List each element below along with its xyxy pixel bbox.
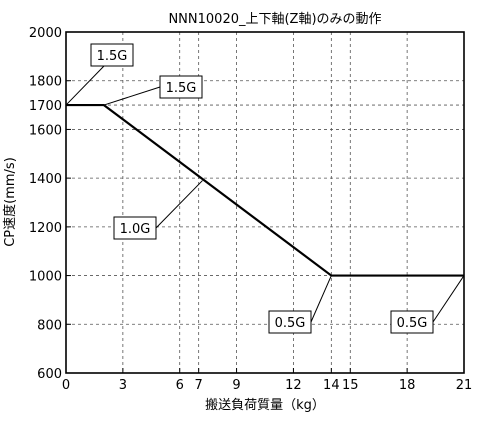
x-axis-title: 搬送負荷質量（kg） — [205, 398, 325, 413]
callout-leader — [310, 275, 332, 323]
callout-leader — [155, 180, 203, 229]
y-tick-label: 1000 — [29, 270, 62, 285]
series-group — [66, 103, 464, 277]
x-tick-label: 15 — [342, 378, 359, 393]
callout-leader — [432, 275, 465, 323]
y-tick-label: 1800 — [29, 75, 62, 90]
callout-label: 1.5G — [166, 81, 197, 96]
callout-leader — [103, 86, 161, 106]
x-tick-label: 6 — [176, 378, 184, 393]
annotations: 1.5G 1.5G 1.0G 0.5G 0.5G — [65, 43, 465, 334]
y-tick-label: 1600 — [29, 123, 62, 138]
callout-label: 1.5G — [97, 49, 128, 64]
y-tick-label: 2000 — [29, 26, 62, 41]
callout-label: 1.0G — [120, 222, 151, 237]
y-axis-title: CP速度(mm/s) — [2, 157, 18, 247]
y-tick-label: 1400 — [29, 172, 62, 187]
y-tick-label: 800 — [37, 318, 62, 333]
x-tick-label: 9 — [232, 378, 240, 393]
y-tick-label: 600 — [37, 367, 62, 382]
x-tick-label: 0 — [62, 378, 70, 393]
y-tick-label: 1200 — [29, 221, 62, 236]
callout-box — [159, 75, 203, 99]
callout-box — [90, 43, 134, 67]
callout-box — [390, 310, 434, 334]
y-tick-label: 1700 — [29, 99, 62, 114]
callout-label: 0.5G — [275, 316, 306, 331]
callout-label: 0.5G — [397, 316, 428, 331]
x-tick-label: 14 — [323, 378, 340, 393]
tick-labels: 0 3 6 7 9 12 14 15 18 21 600 800 1000 1200 1400 1600 170… — [29, 26, 472, 393]
callout-leader — [65, 65, 105, 106]
chart-title: NNN10020_上下軸(Z軸)のみの動作 — [168, 12, 381, 27]
x-tick-label: 3 — [119, 378, 127, 393]
plot-frame — [65, 31, 465, 374]
callout-box — [268, 310, 312, 334]
x-tick-label: 7 — [195, 378, 203, 393]
series-line — [66, 103, 464, 277]
callout-box — [113, 216, 157, 240]
x-tick-label: 18 — [399, 378, 416, 393]
x-tick-label: 21 — [456, 378, 473, 393]
x-tick-label: 12 — [285, 378, 302, 393]
